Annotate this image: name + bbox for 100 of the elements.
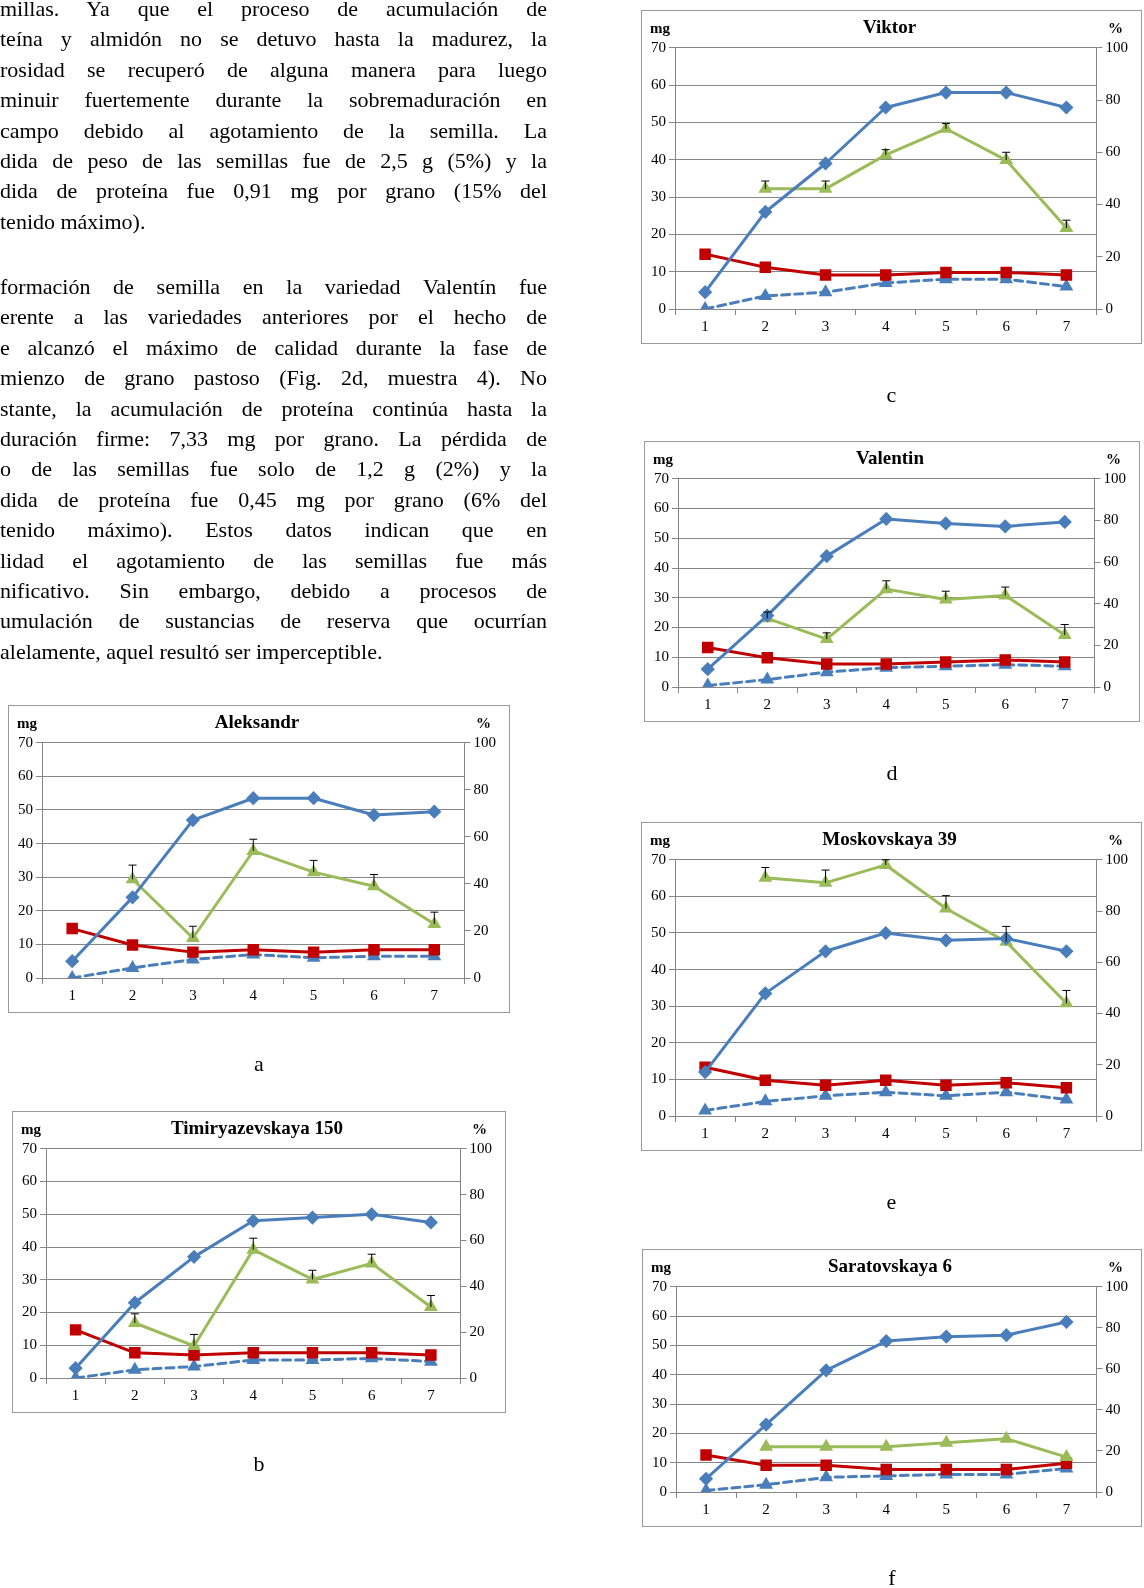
y-axis-title: mg <box>650 831 671 848</box>
text: stante, la acumulación de proteína continúa hasta la <box>0 394 547 423</box>
y-axis-title: mg <box>650 19 671 36</box>
y-tick-label: 20 <box>22 1303 37 1320</box>
y-tick-label: 50 <box>22 1205 37 1222</box>
x-tick-label: 2 <box>131 1386 139 1403</box>
x-tick-label: 2 <box>763 695 771 712</box>
y2-tick-label: 0 <box>1105 1482 1113 1499</box>
y2-tick-label: 0 <box>1103 677 1111 694</box>
y-tick-label: 60 <box>22 1172 37 1189</box>
y-tick-label: 40 <box>651 150 666 167</box>
y2-axis-title: % <box>1106 450 1121 467</box>
y2-tick-label: 100 <box>473 733 496 750</box>
y2-tick-label: 20 <box>1105 1055 1121 1072</box>
x-tick-label: 5 <box>309 986 318 1003</box>
y2-tick-label: 40 <box>473 874 489 891</box>
y-tick-label: 60 <box>654 499 669 516</box>
x-tick-label: 7 <box>1062 1124 1071 1141</box>
x-tick-label: 6 <box>1002 1500 1011 1517</box>
y2-axis-title: % <box>1108 831 1123 848</box>
y-tick-label: 0 <box>661 677 669 694</box>
text: formación de semilla en la variedad Valentín fue <box>0 273 547 301</box>
text: millas. Ya que el proceso de acumulación de <box>0 0 547 23</box>
text: lidad el agotamiento de las semillas fue más <box>0 546 547 575</box>
x-tick-label: 6 <box>1001 695 1010 712</box>
y2-axis-title: % <box>1108 1258 1123 1275</box>
x-tick-label: 4 <box>882 1500 891 1517</box>
x-tick-label: 7 <box>1062 1500 1071 1517</box>
y2-tick-label: 0 <box>469 1368 477 1385</box>
y2-tick-label: 100 <box>1105 38 1128 55</box>
y2-axis-title: % <box>1108 19 1123 36</box>
x-tick-label: 4 <box>249 986 258 1003</box>
y2-tick-label: 40 <box>469 1277 485 1294</box>
y-tick-label: 50 <box>18 800 33 817</box>
y-tick-label: 20 <box>651 225 666 242</box>
y2-tick-label: 80 <box>1105 901 1121 918</box>
y-tick-label: 40 <box>654 558 669 575</box>
y-axis-title: mg <box>651 1258 672 1275</box>
x-tick-label: 1 <box>701 1124 709 1141</box>
y-tick-label: 10 <box>18 935 33 952</box>
x-tick-label: 2 <box>762 1500 770 1517</box>
y2-tick-label: 0 <box>1105 299 1113 316</box>
y-tick-label: 20 <box>652 1424 667 1441</box>
text: duración firme: 7,33 mg por grano. La pérdida de <box>0 425 547 454</box>
y-tick-label: 0 <box>29 1368 37 1385</box>
y-tick-label: 10 <box>654 648 669 665</box>
y-tick-label: 50 <box>654 529 669 546</box>
text: tenido máximo). Estos datos indican que en <box>0 516 547 545</box>
y2-tick-label: 100 <box>469 1139 492 1156</box>
text: umulación de sustancias de reserva que ocurrían <box>0 607 547 636</box>
y2-tick-label: 100 <box>1105 1277 1128 1294</box>
x-tick-label: 2 <box>128 986 137 1003</box>
text: f <box>887 1565 897 1588</box>
y2-tick-label: 40 <box>1105 1400 1121 1417</box>
y2-tick-label: 20 <box>1105 247 1121 264</box>
y-tick-label: 20 <box>651 1033 666 1050</box>
y-tick-label: 10 <box>652 1453 667 1470</box>
y2-tick-label: 20 <box>473 921 489 938</box>
y-tick-label: 30 <box>651 187 666 204</box>
x-tick-label: 5 <box>308 1386 317 1403</box>
text: a <box>253 1051 265 1077</box>
text: erente a las variedades anteriores por el hecho de <box>0 303 547 332</box>
y-tick-label: 30 <box>651 997 666 1014</box>
chart-title: Valentin <box>856 447 925 469</box>
text: e alcanzó el máximo de calidad durante la fase de <box>0 333 547 362</box>
text: minuir fuertemente durante la sobremaduración en <box>0 86 547 115</box>
y2-tick-label: 40 <box>1105 195 1121 212</box>
text: c <box>885 382 898 408</box>
y-axis-title: mg <box>17 714 38 731</box>
text: tenido máximo). <box>0 207 147 236</box>
chart-title: Moskovskaya 39 <box>822 828 957 850</box>
y-tick-label: 10 <box>651 262 666 279</box>
x-tick-label: 3 <box>189 986 197 1003</box>
chart-title: Viktor <box>862 16 917 38</box>
y-tick-label: 40 <box>652 1365 667 1382</box>
x-tick-label: 2 <box>761 317 770 334</box>
y2-tick-label: 20 <box>1103 636 1119 653</box>
text: o de las semillas fue solo de 1,2 g (2%) y la <box>0 455 547 484</box>
y-tick-label: 50 <box>651 923 666 940</box>
text: teína y almidón no se detuvo hasta la madurez, la <box>0 25 547 54</box>
y2-tick-label: 60 <box>1105 953 1121 970</box>
y-tick-label: 70 <box>652 1277 667 1294</box>
y2-tick-label: 0 <box>473 968 481 985</box>
y2-tick-label: 80 <box>1105 90 1121 107</box>
y-tick-label: 70 <box>651 38 666 55</box>
y-tick-label: 70 <box>18 733 33 750</box>
x-tick-label: 6 <box>1002 317 1011 334</box>
x-tick-label: 5 <box>942 1500 951 1517</box>
y2-tick-label: 40 <box>1105 1004 1121 1021</box>
y-tick-label: 0 <box>659 1482 667 1499</box>
x-tick-label: 1 <box>71 1386 80 1403</box>
x-tick-label: 1 <box>704 695 712 712</box>
y-tick-label: 30 <box>18 868 33 885</box>
y-tick-label: 0 <box>658 299 666 316</box>
x-tick-label: 5 <box>942 317 950 334</box>
chart-title: Timiryazevskaya 150 <box>170 1117 344 1139</box>
text: d <box>885 760 899 786</box>
y-tick-label: 30 <box>654 588 669 605</box>
text: e <box>885 1189 898 1215</box>
x-tick-label: 4 <box>882 317 890 334</box>
